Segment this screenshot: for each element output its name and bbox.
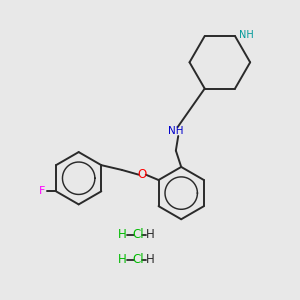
Text: H: H — [117, 228, 126, 241]
Text: H: H — [146, 228, 155, 241]
Text: H: H — [117, 254, 126, 266]
Text: Cl: Cl — [132, 228, 144, 241]
Text: O: O — [138, 168, 147, 181]
Text: Cl: Cl — [132, 254, 144, 266]
Text: F: F — [39, 186, 45, 196]
Text: H: H — [146, 254, 155, 266]
Text: NH: NH — [167, 126, 183, 136]
Text: NH: NH — [238, 30, 253, 40]
